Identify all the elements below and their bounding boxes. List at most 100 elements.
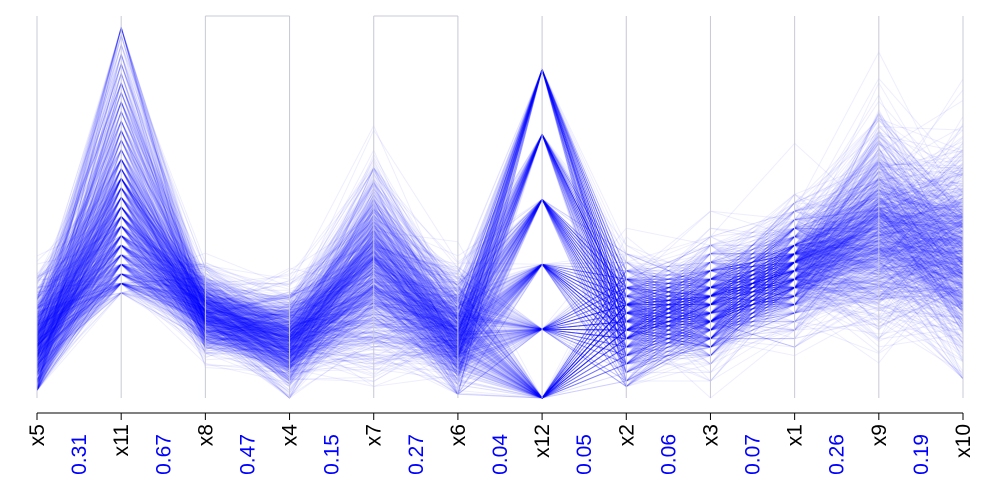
data-polyline [36,67,964,396]
data-polyline [36,100,964,399]
data-polyline [36,133,964,338]
data-polyline [36,220,964,399]
data-polyline [36,263,964,395]
data-polyline [36,151,964,331]
data-polyline [36,146,964,338]
data-polyline [36,249,964,362]
data-polyline [36,262,964,362]
data-polyline [36,208,964,399]
data-polyline [36,68,964,339]
data-polyline [36,158,964,360]
data-polyline [36,133,964,359]
data-polyline [36,133,964,345]
data-polyline [36,67,964,366]
data-polyline [36,183,964,399]
data-polyline [36,91,964,334]
data-polyline [36,141,964,349]
data-polyline [36,67,964,379]
data-polyline [36,177,964,354]
data-polyline [36,158,964,399]
data-polyline [36,202,964,399]
data-polyline [36,100,964,399]
data-polyline [36,186,964,377]
data-polyline [36,158,964,381]
data-polyline [36,206,964,362]
data-polyline [36,254,964,399]
data-polyline [36,263,964,378]
data-polyline [36,205,964,368]
data-polyline [36,89,964,331]
data-polyline [36,226,964,365]
data-polyline [36,215,964,351]
data-polyline [36,129,964,391]
data-polyline [36,167,964,347]
data-polyline [36,161,964,399]
data-polyline [36,71,964,356]
data-polyline [36,34,964,391]
data-polyline [36,68,964,326]
data-polyline [36,194,964,399]
data-polyline [36,210,964,388]
data-polyline [36,133,964,332]
data-polyline [36,67,964,359]
data-polyline [36,196,964,399]
data-polyline [36,133,964,344]
data-polyline [36,177,964,371]
data-polyline [36,156,964,356]
data-polyline [36,133,964,370]
data-polyline [36,147,964,326]
data-polyline [36,226,964,382]
data-polyline [36,177,964,391]
data-polyline [36,133,964,344]
data-polyline [36,123,964,364]
axes-layer [36,15,964,420]
data-polyline [36,167,964,382]
data-polyline [36,133,964,362]
data-polyline [36,198,964,350]
data-polyline [36,67,964,391]
data-polyline [36,67,964,365]
data-polyline [36,215,964,399]
data-polyline [36,133,964,347]
data-polyline [36,67,964,364]
data-polyline [36,178,964,343]
data-polyline [36,158,964,374]
data-polyline [36,133,964,383]
data-polyline [36,68,964,345]
data-polyline [36,234,964,391]
data-polyline [36,119,964,329]
data-polyline [36,133,964,323]
data-polyline [36,187,964,399]
data-polyline [36,119,964,347]
correlation-label: 0.04 [489,434,512,475]
data-polyline [36,138,964,350]
data-polyline [36,196,964,366]
data-polyline [36,125,964,355]
data-polyline [36,239,964,399]
data-polyline [36,131,964,322]
data-polyline [36,136,964,399]
data-polyline [36,119,964,375]
data-polyline [36,133,964,349]
data-polyline [36,242,964,366]
data-polyline [36,198,964,359]
data-polyline [36,221,964,371]
data-polyline [36,133,964,391]
data-polyline [36,206,964,378]
data-polyline [36,132,964,377]
data-polyline [36,67,964,391]
data-polyline [36,68,964,322]
data-polyline [36,243,964,399]
data-polyline [36,133,964,365]
data-polyline [36,133,964,380]
data-polyline [36,193,964,399]
data-polyline [36,67,964,326]
data-polyline [36,153,964,374]
data-polyline [36,200,964,361]
data-polyline [36,133,964,373]
data-polyline [36,160,964,356]
data-polyline [36,258,964,399]
data-polyline [36,149,964,336]
data-polyline [36,206,964,381]
